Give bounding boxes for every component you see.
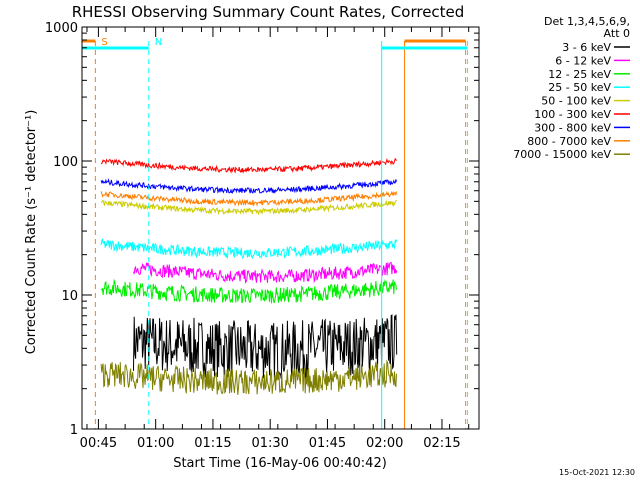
annotation-s: S: [101, 37, 107, 48]
series-line-3: [100, 238, 397, 260]
legend-label-4: 50 - 100 keV: [541, 95, 611, 108]
x-tick-label-5: 02:00: [366, 436, 403, 451]
y-tick-label-1: 10: [61, 289, 78, 304]
series-line-8: [100, 359, 397, 395]
series-line-0: [133, 314, 398, 380]
legend-label-0: 3 - 6 keV: [562, 41, 611, 54]
y-tick-label-3: 1000: [45, 21, 78, 36]
x-tick-label-2: 01:15: [194, 436, 231, 451]
y-tick-label-0: 1: [70, 423, 78, 438]
x-tick-label-1: 01:00: [137, 436, 174, 451]
series-line-2: [100, 278, 397, 304]
legend-label-7: 800 - 7000 keV: [527, 135, 611, 148]
legend-header-line-1: Det 1,3,4,5,6,9,: [544, 15, 630, 28]
axis-layer: 1 10 100 1000 00:45 01:00 01:15 01:30 01:45 02:00…: [45, 21, 479, 451]
legend-header-line-2: Att 0: [604, 27, 630, 40]
x-tick-label-6: 02:15: [423, 436, 460, 451]
x-axis-label: Start Time (16-May-06 00:40:42): [173, 456, 387, 471]
x-tick-label-4: 01:45: [309, 436, 346, 451]
annotation-n: N: [155, 37, 162, 48]
y-tick-label-2: 100: [53, 155, 78, 170]
series-layer: [100, 157, 398, 395]
legend-label-6: 300 - 800 keV: [534, 121, 611, 134]
legend-label-5: 100 - 300 keV: [534, 108, 611, 121]
legend-label-8: 7000 - 15000 keV: [513, 148, 611, 161]
legend-label-3: 25 - 50 keV: [548, 81, 611, 94]
x-tick-label-0: 00:45: [80, 436, 117, 451]
x-tick-label-3: 01:30: [251, 436, 288, 451]
series-line-5: [100, 157, 397, 174]
series-line-7: [100, 190, 397, 207]
y-axis-label: Corrected Count Rate (s⁻¹ detector⁻¹): [24, 110, 39, 355]
series-line-4: [100, 199, 397, 216]
legend-label-1: 6 - 12 keV: [555, 54, 611, 67]
plot-frame: [81, 26, 480, 430]
footer-timestamp: 15-Oct-2021 12:30: [559, 468, 635, 477]
legend-label-2: 12 - 25 keV: [548, 68, 611, 81]
series-line-1: [133, 262, 398, 284]
series-line-6: [100, 178, 397, 195]
chart-title: RHESSI Observing Summary Count Rates, Co…: [72, 3, 465, 21]
